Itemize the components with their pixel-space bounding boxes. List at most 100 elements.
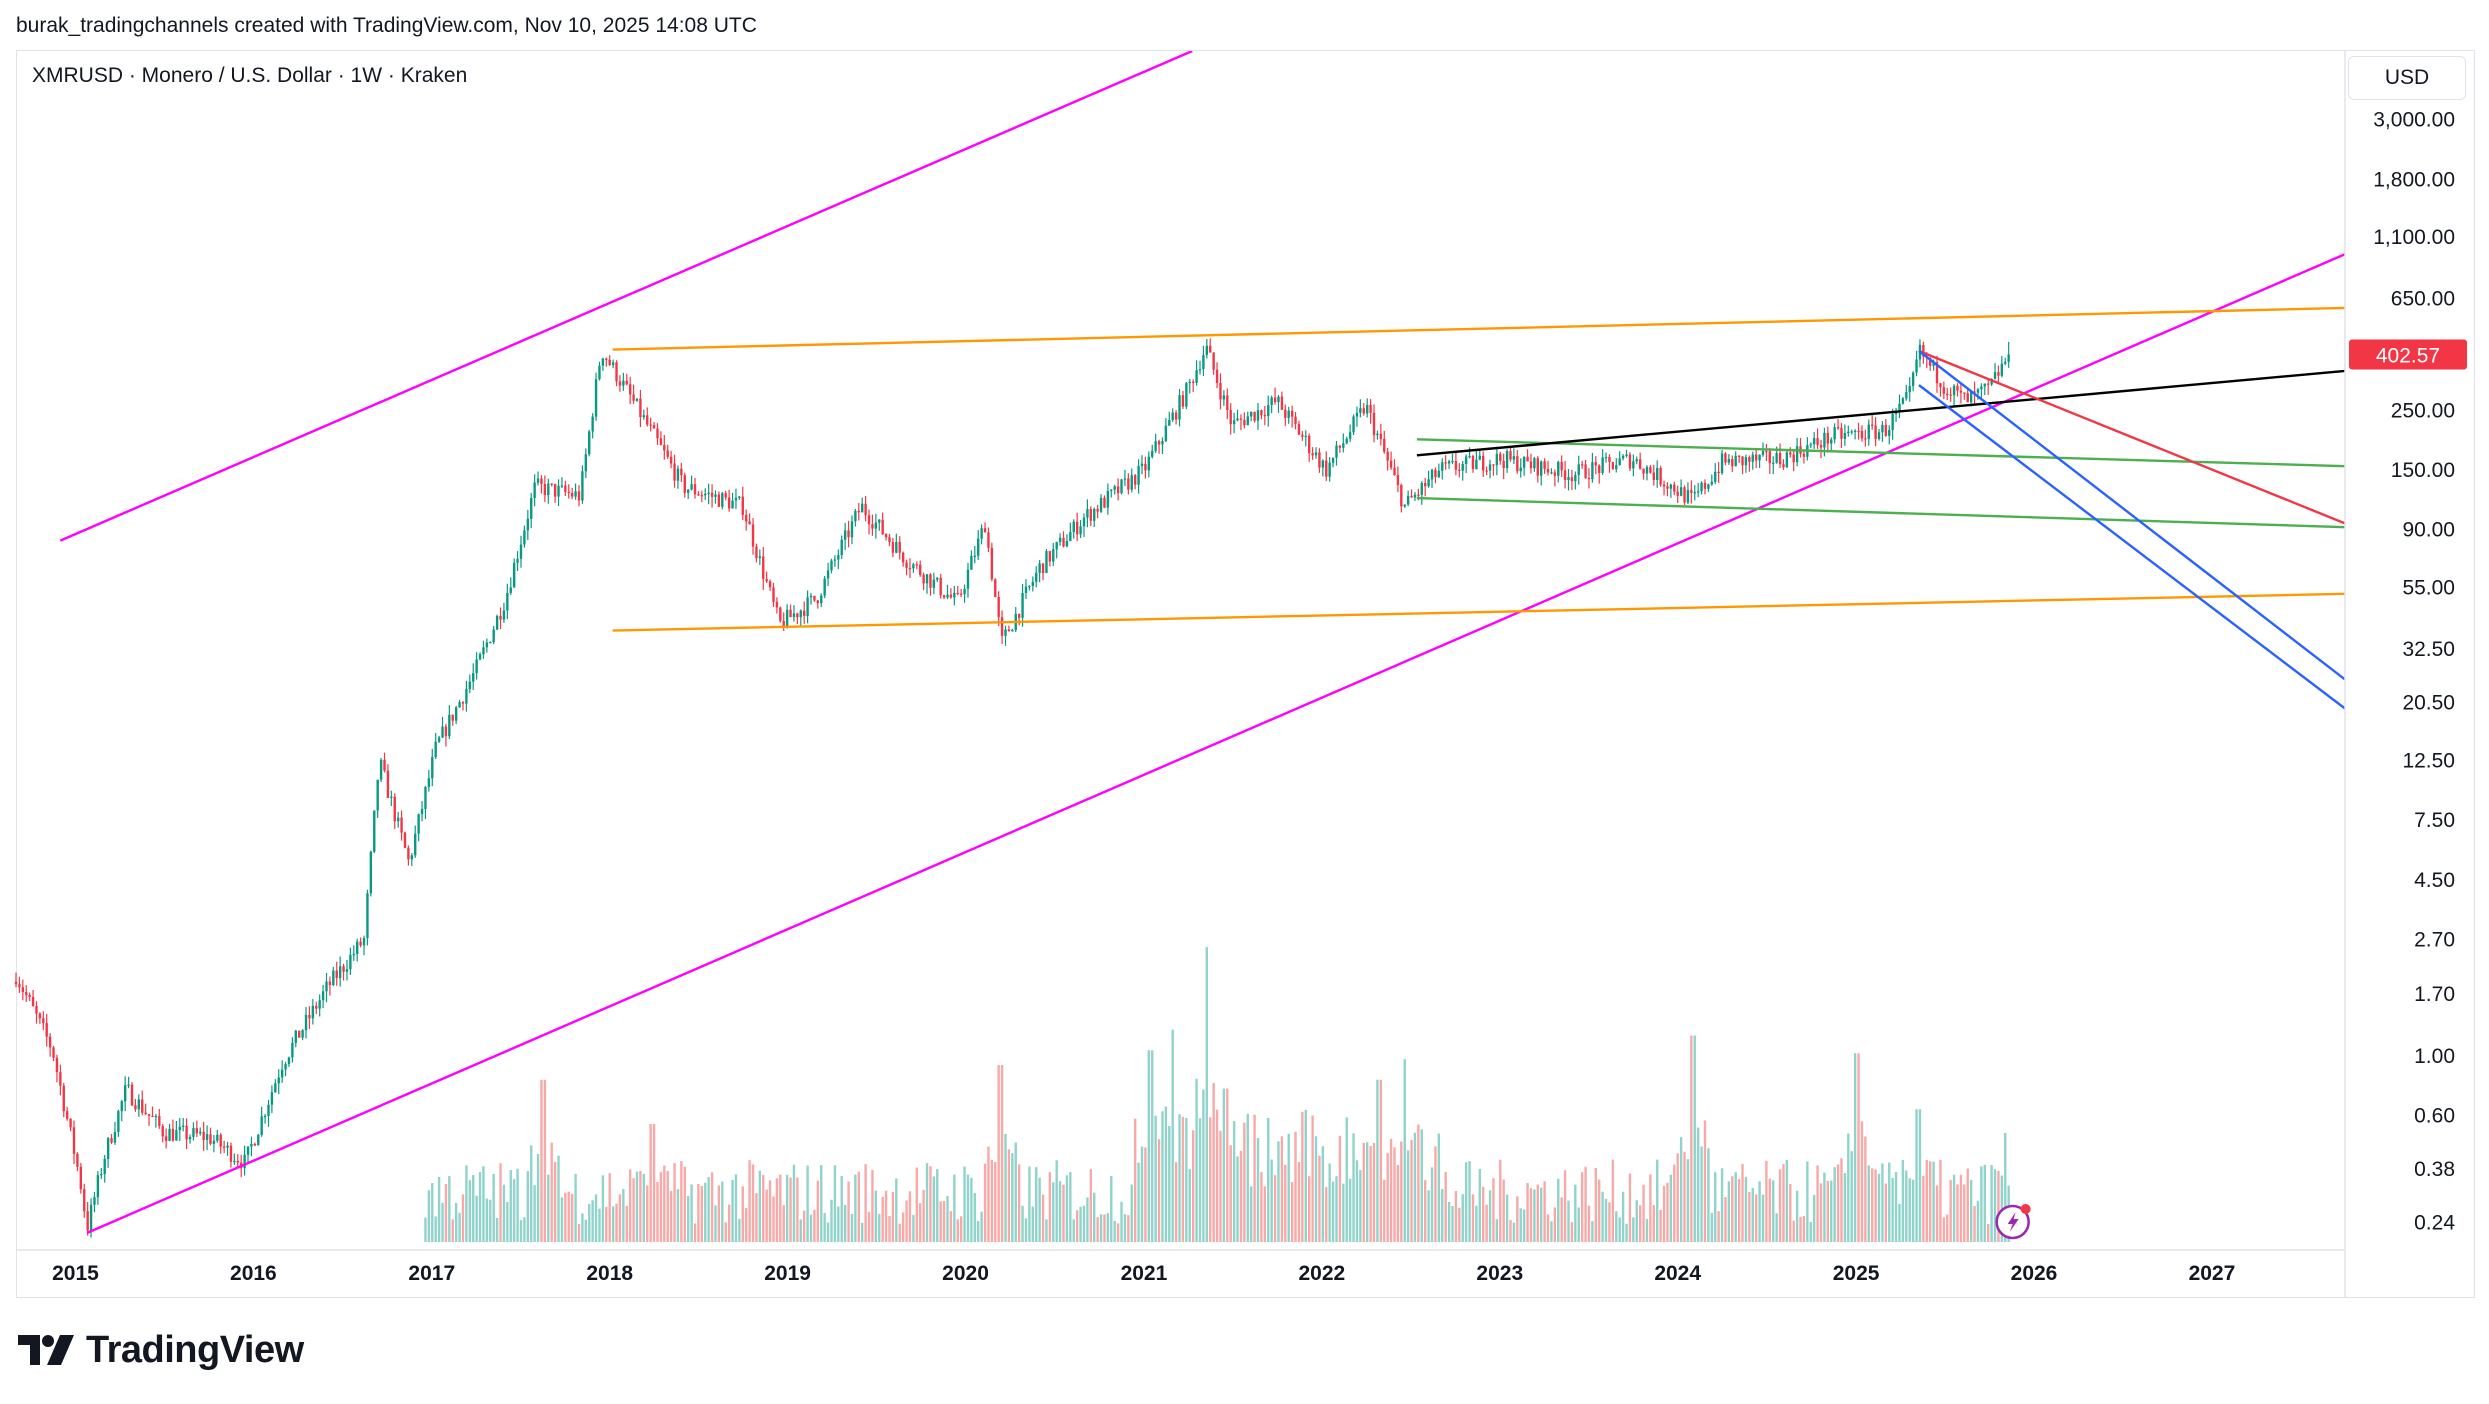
candle-body [946, 594, 949, 598]
candle-body [649, 424, 652, 426]
candle-body [1127, 478, 1130, 490]
candle-body [762, 556, 765, 579]
volume-bar [1376, 1079, 1379, 1242]
volume-bar [536, 1153, 540, 1242]
volume-bar [775, 1178, 779, 1242]
candle-body [1877, 432, 1881, 439]
candle-body [676, 468, 680, 481]
volume-bar [1093, 1192, 1096, 1242]
candle-body [854, 510, 857, 522]
candle-body [837, 555, 840, 560]
candle-body [1724, 453, 1727, 463]
volume-bar [1441, 1189, 1444, 1242]
candle-body [1345, 438, 1348, 444]
volume-bar [1516, 1196, 1519, 1242]
volume-bar [1352, 1133, 1355, 1242]
volume-bar [1959, 1174, 1963, 1242]
candle-body [233, 1160, 236, 1163]
candle-body [1847, 431, 1850, 434]
volume-bar [1478, 1168, 1481, 1242]
candle-body [96, 1175, 100, 1198]
candle-body [922, 574, 925, 584]
volume-bar [663, 1165, 666, 1242]
candle-body [1475, 459, 1478, 470]
volume-bar [1888, 1162, 1891, 1242]
volume-bar [458, 1212, 461, 1242]
volume-bar [1761, 1194, 1765, 1242]
candle-body [1666, 486, 1669, 489]
candle-body [1570, 477, 1574, 482]
volume-bar [1434, 1146, 1437, 1242]
candle-body [1898, 403, 1901, 412]
candle-body [1540, 461, 1543, 476]
volume-bar [1198, 1118, 1202, 1242]
volume-bar [1004, 1133, 1007, 1242]
volume-bar [1819, 1183, 1823, 1242]
candle-body [1447, 461, 1451, 464]
candle-body [260, 1116, 263, 1135]
candle-body [540, 478, 543, 485]
currency-button[interactable]: USD [2348, 56, 2466, 100]
volume-bar [744, 1208, 748, 1242]
x-tick-label: 2015 [52, 1262, 99, 1285]
volume-bar [434, 1216, 437, 1242]
volume-bar [1990, 1165, 1993, 1242]
volume-bar [1836, 1164, 1840, 1242]
candle-body [686, 489, 690, 493]
volume-bar [738, 1218, 741, 1242]
volume-bar [608, 1173, 611, 1242]
candle-body [253, 1143, 257, 1146]
volume-bar [888, 1215, 891, 1242]
volume-bar [1867, 1165, 1870, 1242]
volume-bar [1294, 1131, 1297, 1242]
volume-bar [1925, 1160, 1928, 1242]
y-tick-label: 0.60 [2414, 1105, 2455, 1128]
candle-body [1853, 430, 1857, 432]
candle-body [799, 610, 802, 618]
candle-body [475, 659, 478, 674]
candle-body [1758, 454, 1761, 461]
y-tick-label: 3,000.00 [2373, 109, 2455, 132]
volume-bar [830, 1199, 833, 1242]
candle-body [939, 577, 942, 596]
candle-body [209, 1134, 212, 1144]
candle-body [468, 681, 472, 690]
candle-body [1714, 471, 1717, 482]
tradingview-logo-icon [18, 1335, 74, 1365]
candle-body [1761, 451, 1765, 455]
volume-bar [570, 1193, 574, 1242]
volume-bar [465, 1165, 468, 1242]
candle-body [93, 1197, 96, 1205]
candle-body [379, 759, 383, 780]
candle-body [1492, 464, 1495, 466]
candle-body [1939, 383, 1942, 388]
candle-body [1369, 404, 1372, 413]
y-tick-label: 1,100.00 [2373, 226, 2455, 249]
candle-body [697, 494, 700, 496]
volume-bar [1301, 1111, 1304, 1242]
volume-bar [953, 1174, 956, 1242]
volume-bar [1963, 1184, 1966, 1242]
volume-bar [1209, 1117, 1212, 1242]
y-tick-label: 0.38 [2414, 1158, 2455, 1181]
volume-bar [1427, 1190, 1430, 1242]
candle-body [356, 941, 359, 955]
candle-body [1191, 381, 1195, 383]
candle-body [1161, 441, 1164, 445]
candle-body [581, 471, 584, 501]
candle-body [1591, 462, 1594, 480]
volume-bar [1379, 1079, 1383, 1242]
tradingview-logo[interactable]: TradingView [18, 1328, 304, 1372]
candle-body [1864, 438, 1867, 440]
candle-body [980, 528, 983, 539]
volume-bar [731, 1180, 734, 1242]
y-tick-label: 90.00 [2402, 519, 2455, 542]
volume-bar [1075, 1210, 1079, 1242]
volume-bar [1669, 1174, 1673, 1242]
candle-body [867, 515, 871, 525]
volume-bar [1492, 1178, 1495, 1242]
volume-bar [601, 1175, 605, 1242]
chart-pane[interactable] [16, 50, 2475, 1298]
volume-bar [649, 1124, 652, 1242]
